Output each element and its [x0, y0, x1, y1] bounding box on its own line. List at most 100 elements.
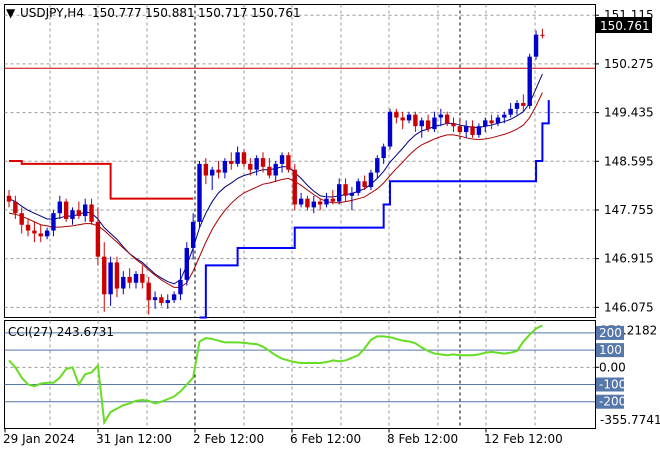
candle[interactable] [38, 224, 43, 243]
candle[interactable] [165, 294, 170, 309]
candle[interactable] [540, 28, 545, 39]
candle[interactable] [133, 271, 139, 289]
candle[interactable] [394, 108, 399, 124]
price-grid [4, 4, 595, 318]
candle[interactable] [292, 163, 297, 211]
collapse-arrow-icon[interactable]: ▼ [6, 6, 16, 20]
candle[interactable] [444, 111, 450, 127]
candle[interactable] [229, 152, 234, 170]
candle[interactable] [197, 161, 202, 228]
candle[interactable] [248, 158, 253, 176]
candle[interactable] [114, 256, 120, 298]
candle[interactable] [203, 158, 209, 185]
candle[interactable] [83, 198, 88, 222]
cci-level-tag [596, 343, 624, 358]
candle[interactable] [311, 195, 316, 214]
candle[interactable] [508, 103, 513, 118]
candle[interactable] [159, 294, 164, 306]
candle[interactable] [413, 111, 418, 133]
candle[interactable] [63, 198, 69, 222]
candle[interactable] [298, 192, 304, 208]
candle[interactable] [362, 175, 367, 190]
candle[interactable] [89, 198, 94, 225]
candle[interactable] [146, 276, 151, 315]
candle[interactable] [178, 268, 183, 301]
candle[interactable] [451, 117, 456, 133]
candle[interactable] [483, 117, 488, 133]
indicator-bands [9, 100, 550, 319]
time-axis-label: 31 Jan 12:00 [96, 432, 172, 446]
candle[interactable] [324, 192, 329, 208]
candle[interactable] [489, 114, 494, 130]
candle[interactable] [6, 189, 12, 208]
candle[interactable] [432, 111, 437, 133]
candle[interactable] [279, 152, 285, 173]
candle[interactable] [51, 210, 56, 237]
candle[interactable] [375, 155, 380, 179]
candle[interactable] [190, 213, 196, 260]
candle[interactable] [32, 221, 37, 243]
candle[interactable] [76, 201, 82, 219]
candle[interactable] [438, 108, 443, 127]
candle[interactable] [400, 111, 405, 130]
candle[interactable] [260, 152, 266, 173]
candle[interactable] [108, 256, 113, 306]
candle[interactable] [171, 291, 177, 304]
cci-line [8, 324, 543, 426]
symbol-header: ▼ USDJPY,H4 150.777 150.881 150.717 150.… [6, 6, 301, 20]
candle[interactable] [13, 195, 18, 219]
candle[interactable] [121, 271, 126, 295]
candle[interactable] [25, 218, 31, 237]
candle[interactable] [19, 207, 24, 234]
candle[interactable] [241, 149, 247, 167]
candle[interactable] [267, 158, 272, 179]
candle[interactable] [368, 169, 374, 190]
cci-level-label: -200 [599, 395, 626, 409]
candle[interactable] [210, 166, 215, 190]
candle[interactable] [406, 111, 412, 124]
candle[interactable] [330, 189, 336, 205]
candle[interactable] [127, 268, 132, 289]
candle[interactable] [222, 158, 228, 179]
candle[interactable] [102, 242, 107, 312]
candle[interactable] [305, 195, 310, 211]
candle[interactable] [273, 161, 278, 182]
time-axis-label: 12 Feb 12:00 [484, 432, 563, 446]
candle[interactable] [521, 94, 526, 112]
candle[interactable] [57, 195, 62, 219]
candle[interactable] [184, 242, 189, 286]
cci-level-tag [596, 394, 624, 409]
candle[interactable] [425, 114, 431, 133]
candle[interactable] [44, 227, 50, 240]
candle[interactable] [476, 123, 482, 138]
time-axis-label: 2 Feb 12:00 [193, 432, 264, 446]
candle[interactable] [381, 143, 386, 164]
candle[interactable] [457, 117, 463, 135]
candle[interactable] [527, 53, 532, 109]
candle[interactable] [216, 161, 221, 179]
candle[interactable] [286, 152, 291, 173]
candle[interactable] [95, 207, 101, 266]
candle[interactable] [387, 108, 393, 150]
candle[interactable] [317, 198, 323, 211]
candle[interactable] [514, 100, 520, 115]
candle[interactable] [356, 178, 361, 196]
candle[interactable] [235, 146, 240, 167]
candle[interactable] [254, 155, 259, 176]
candle[interactable] [140, 265, 145, 289]
cci-min-label: -355.7741 [600, 413, 660, 427]
candle[interactable] [349, 187, 355, 211]
candle[interactable] [495, 114, 501, 127]
candle[interactable] [533, 30, 539, 60]
candle[interactable] [502, 111, 507, 124]
candle[interactable] [464, 120, 469, 138]
candle[interactable] [337, 178, 342, 205]
ohlc-high: 150.881 [145, 6, 195, 20]
candle[interactable] [152, 291, 158, 309]
candle[interactable] [343, 178, 348, 202]
candle[interactable] [70, 207, 75, 225]
candle[interactable] [419, 117, 424, 138]
candle[interactable] [470, 120, 475, 138]
